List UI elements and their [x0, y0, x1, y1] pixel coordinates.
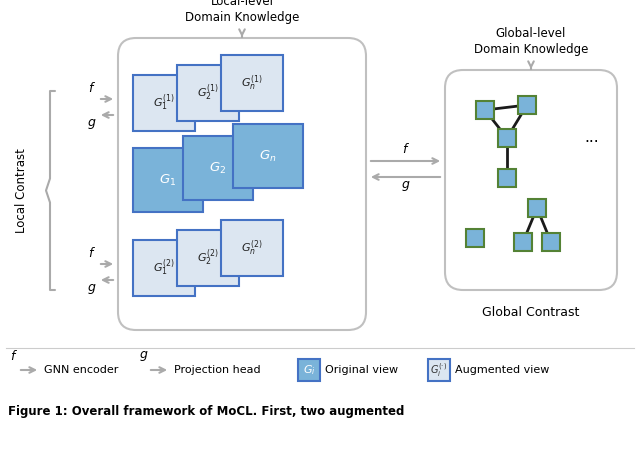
- Bar: [298, 359, 320, 381]
- Text: GNN encoder: GNN encoder: [44, 365, 118, 375]
- Bar: [542, 233, 560, 251]
- Text: $G_2^{(1)}$: $G_2^{(1)}$: [197, 83, 219, 103]
- Text: $g$: $g$: [140, 349, 148, 363]
- Text: $G_2^{(2)}$: $G_2^{(2)}$: [197, 247, 219, 269]
- FancyBboxPatch shape: [445, 70, 617, 290]
- Text: Original view: Original view: [325, 365, 398, 375]
- Bar: [498, 169, 516, 187]
- Bar: [528, 199, 546, 217]
- Text: Augmented view: Augmented view: [455, 365, 549, 375]
- Text: $G_1^{(2)}$: $G_1^{(2)}$: [153, 258, 175, 278]
- Text: $f$: $f$: [88, 81, 96, 95]
- Bar: [221, 220, 283, 276]
- Bar: [476, 101, 494, 119]
- Bar: [428, 359, 450, 381]
- Text: Projection head: Projection head: [174, 365, 260, 375]
- Bar: [466, 229, 484, 247]
- FancyBboxPatch shape: [118, 38, 366, 330]
- Text: $G_i^{(\cdot)}$: $G_i^{(\cdot)}$: [431, 361, 447, 379]
- Text: $G_n^{(1)}$: $G_n^{(1)}$: [241, 73, 263, 93]
- Bar: [498, 129, 516, 147]
- Text: $G_i$: $G_i$: [303, 363, 316, 377]
- Text: $G_n^{(2)}$: $G_n^{(2)}$: [241, 238, 263, 258]
- Bar: [221, 55, 283, 111]
- Text: $G_1^{(1)}$: $G_1^{(1)}$: [153, 92, 175, 114]
- Bar: [133, 148, 203, 212]
- Bar: [233, 124, 303, 188]
- Text: $f$: $f$: [10, 349, 18, 363]
- Text: $G_1$: $G_1$: [159, 172, 177, 188]
- Text: Local Contrast: Local Contrast: [15, 148, 29, 233]
- Bar: [177, 65, 239, 121]
- Text: Global-level
Domain Knowledge: Global-level Domain Knowledge: [474, 27, 588, 56]
- Bar: [514, 233, 532, 251]
- Text: $g$: $g$: [86, 282, 96, 296]
- Text: $g$: $g$: [401, 179, 410, 193]
- Text: $G_2$: $G_2$: [209, 160, 227, 176]
- Bar: [518, 96, 536, 114]
- Bar: [133, 75, 195, 131]
- Text: $f$: $f$: [401, 142, 410, 156]
- Text: $g$: $g$: [86, 117, 96, 131]
- Bar: [183, 136, 253, 200]
- Bar: [177, 230, 239, 286]
- Bar: [133, 240, 195, 296]
- Text: ...: ...: [585, 131, 599, 145]
- Text: $G_n$: $G_n$: [259, 149, 276, 163]
- Text: Figure 1: Overall framework of MoCL. First, two augmented: Figure 1: Overall framework of MoCL. Fir…: [8, 405, 404, 418]
- Text: Global Contrast: Global Contrast: [483, 306, 580, 319]
- Text: $f$: $f$: [88, 246, 96, 260]
- Text: Local-level
Domain Knowledge: Local-level Domain Knowledge: [185, 0, 299, 24]
